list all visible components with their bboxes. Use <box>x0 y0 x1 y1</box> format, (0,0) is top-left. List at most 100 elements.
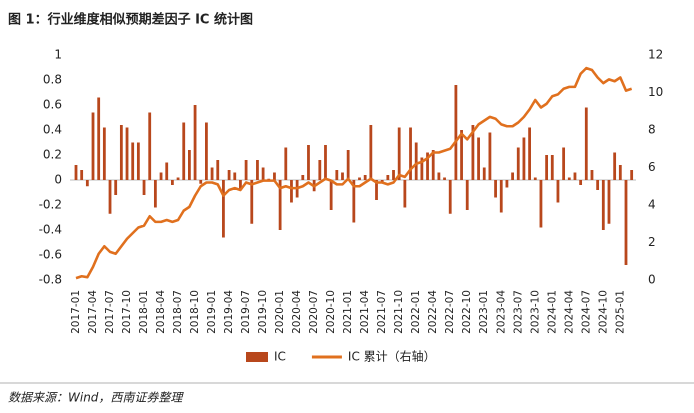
bar <box>539 180 543 228</box>
bar <box>74 165 78 180</box>
bar <box>573 172 577 180</box>
bar <box>607 180 611 224</box>
bar <box>85 180 89 187</box>
bar <box>528 127 531 180</box>
bar <box>176 177 180 180</box>
legend-label: IC 累计（右轴） <box>348 349 436 364</box>
bar <box>545 155 549 180</box>
bar <box>119 125 123 180</box>
y-tick-label: 0.2 <box>43 148 62 162</box>
x-tick-label: 2017-07 <box>104 290 116 334</box>
bar <box>335 170 339 180</box>
bar <box>414 142 418 180</box>
y2-tick-label: 10 <box>648 85 663 99</box>
x-tick-label: 2023-10 <box>529 290 541 334</box>
x-tick-label: 2020-10 <box>325 290 337 334</box>
bar <box>125 127 129 180</box>
bar <box>471 125 475 180</box>
bar <box>352 180 356 223</box>
bar <box>97 97 101 180</box>
y2-tick-label: 12 <box>648 48 663 62</box>
bar <box>205 122 208 180</box>
bar <box>142 180 146 195</box>
y-tick-label: -0.8 <box>39 273 62 287</box>
bar <box>443 177 446 180</box>
bar <box>482 167 486 180</box>
x-tick-label: 2023-07 <box>512 290 524 334</box>
bar <box>618 165 622 180</box>
x-tick-label: 2024-10 <box>597 290 609 334</box>
x-tick-label: 2017-10 <box>121 290 133 334</box>
bar <box>199 180 203 184</box>
x-tick-label: 2019-04 <box>223 290 235 334</box>
x-tick-label: 2023-01 <box>478 290 490 334</box>
bar <box>624 180 628 265</box>
y-tick-label: 1 <box>54 48 62 62</box>
bar <box>91 112 95 180</box>
bar <box>562 147 566 180</box>
bar <box>244 160 248 180</box>
x-tick-label: 2020-04 <box>291 290 303 334</box>
bar <box>114 180 118 195</box>
bar <box>261 167 265 180</box>
bar <box>584 107 588 180</box>
bar <box>136 142 140 180</box>
bar <box>341 172 344 180</box>
bar <box>301 175 305 180</box>
y-tick-label: 0.8 <box>43 73 62 87</box>
y-tick-label: 0.4 <box>43 123 62 137</box>
bar <box>392 170 395 180</box>
bar <box>460 130 463 180</box>
bar <box>579 180 583 185</box>
bar <box>210 167 214 180</box>
bar <box>358 177 361 180</box>
bar <box>182 122 186 180</box>
bar <box>165 162 169 180</box>
bar <box>329 180 333 210</box>
x-tick-label: 2021-07 <box>376 290 388 334</box>
x-tick-label: 2021-04 <box>359 290 371 334</box>
x-tick-label: 2023-04 <box>495 290 507 334</box>
x-tick-label: 2021-10 <box>393 290 405 334</box>
x-tick-label: 2022-10 <box>461 290 473 334</box>
bar <box>108 180 112 214</box>
bar <box>369 125 373 180</box>
bar <box>409 127 412 180</box>
chart-title: 图 1：行业维度相似预期差因子 IC 统计图 <box>8 12 253 28</box>
x-tick-label: 2022-04 <box>427 290 439 334</box>
bar <box>170 180 174 185</box>
bar <box>273 172 276 180</box>
bar <box>386 175 390 180</box>
bar <box>227 170 231 180</box>
y-tick-label: 0 <box>54 173 62 187</box>
bar <box>324 145 327 180</box>
bar <box>239 180 242 190</box>
bar <box>511 172 514 180</box>
bar <box>437 172 441 180</box>
bar <box>153 180 157 208</box>
bar <box>533 177 537 180</box>
x-tick-label: 2019-07 <box>240 290 252 334</box>
y2-tick-label: 4 <box>648 198 656 212</box>
bar <box>80 170 84 180</box>
bar <box>499 180 503 213</box>
bar <box>346 150 350 180</box>
x-tick-label: 2024-01 <box>546 290 558 334</box>
x-tick-label: 2019-10 <box>257 290 269 334</box>
bar <box>250 180 254 224</box>
bar <box>454 85 458 180</box>
bar <box>278 180 282 230</box>
bar <box>550 155 554 180</box>
y2-tick-label: 8 <box>648 123 656 137</box>
bar <box>522 137 526 180</box>
bar <box>556 180 560 203</box>
y-tick-label: -0.4 <box>39 223 62 237</box>
bar <box>233 172 237 180</box>
x-tick-label: 2018-01 <box>138 290 150 334</box>
bar <box>431 150 435 180</box>
x-tick-label: 2017-04 <box>87 290 99 334</box>
bar <box>290 180 293 203</box>
x-tick-label: 2025-01 <box>614 290 626 334</box>
x-tick-label: 2022-07 <box>444 290 456 334</box>
